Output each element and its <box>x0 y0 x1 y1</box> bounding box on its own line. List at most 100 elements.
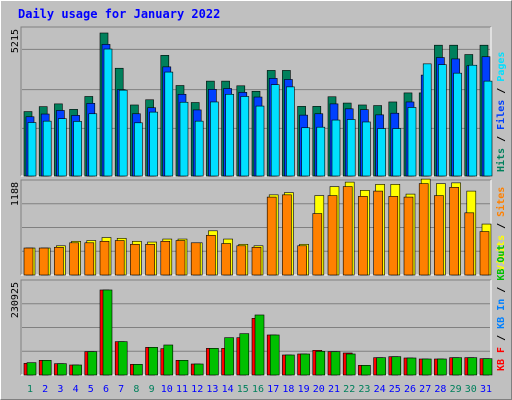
x-tick-label: 20 <box>313 384 325 395</box>
pages-bar <box>88 113 98 177</box>
sites-bar <box>418 183 429 276</box>
x-tick-label: 9 <box>149 384 155 395</box>
kb-out-bar <box>391 356 402 376</box>
kb-out-bar <box>102 289 113 376</box>
sites-bar <box>312 213 323 276</box>
kb-out-bar <box>452 357 462 376</box>
x-tick-label: 8 <box>133 384 139 395</box>
pages-bar <box>438 64 447 177</box>
sites-bar <box>99 240 110 276</box>
pages-bar <box>362 121 371 177</box>
kb-out-bar <box>254 314 265 376</box>
pages-bar <box>103 48 113 177</box>
kb-out-bar <box>437 358 447 376</box>
kb-out-bar <box>117 341 128 376</box>
chart-title: Daily usage for January 2022 <box>18 7 221 21</box>
sites-bar <box>69 242 79 276</box>
sites-bar <box>282 194 292 276</box>
kb-out-bar <box>345 353 356 376</box>
sites-bar <box>236 245 247 276</box>
pages-bar <box>210 101 219 177</box>
kb-out-bar <box>133 364 143 376</box>
pages-bar <box>377 128 386 177</box>
sites-bar <box>221 243 231 276</box>
sites-bar <box>388 196 399 276</box>
sites-bar <box>54 246 64 276</box>
pages-bar <box>392 128 402 177</box>
kb-out-bar <box>376 357 386 376</box>
legend-3: KB F / KB In / KB Out <box>496 245 507 371</box>
x-tick-label: 6 <box>103 384 109 395</box>
pages-bar <box>225 93 234 177</box>
sites-bar <box>342 186 353 276</box>
legend-text: KB F / KB In / KB Out <box>496 245 507 371</box>
x-tick-label: 17 <box>267 384 279 395</box>
sites-bar <box>38 247 49 276</box>
kb-out-bar <box>163 344 174 376</box>
x-tick-label: 12 <box>191 384 203 395</box>
pages-bar <box>42 120 52 177</box>
kb-out-bar <box>421 358 432 376</box>
pages-bar <box>240 96 250 177</box>
legend-label: Sites <box>495 187 507 217</box>
kb-out-bar <box>361 365 371 376</box>
kb-out-bar <box>269 334 280 376</box>
x-tick-label: 4 <box>73 384 79 395</box>
legend-label: Hits <box>495 148 507 172</box>
pages-bar <box>255 105 265 177</box>
x-tick-label: 23 <box>358 384 370 395</box>
x-tick-label: 10 <box>161 384 173 395</box>
x-tick-label: 30 <box>465 384 477 395</box>
kb-out-bar <box>209 348 219 376</box>
x-tick-label: 25 <box>389 384 401 395</box>
kb-out-bar <box>406 357 417 376</box>
sites-bar <box>449 187 459 276</box>
x-tick-label: 13 <box>206 384 218 395</box>
kb-out-bar <box>148 347 158 376</box>
legend-label: / <box>496 281 507 299</box>
kb-out-bar <box>193 363 204 376</box>
x-tick-label: 26 <box>404 384 416 395</box>
kb-out-bar <box>467 357 478 376</box>
kb-out-bar <box>41 360 52 376</box>
x-tick-label: 22 <box>343 384 355 395</box>
x-tick-label: 7 <box>118 384 124 395</box>
x-tick-label: 28 <box>434 384 446 395</box>
pages-bar <box>286 86 295 177</box>
y-max-label: 230925 <box>10 282 21 318</box>
pages-bar <box>164 71 174 177</box>
sites-bar <box>145 243 155 276</box>
sites-bar <box>327 195 338 276</box>
sites-bar <box>84 242 95 276</box>
sites-bar <box>190 242 201 276</box>
kb-out-bar <box>315 351 326 376</box>
kb-out-bar <box>300 353 310 376</box>
sites-bar <box>23 247 34 276</box>
kb-out-bar <box>178 360 189 376</box>
x-tick-label: 19 <box>298 384 310 395</box>
sites-bar <box>464 212 475 276</box>
x-tick-label: 27 <box>419 384 431 395</box>
pages-bar <box>73 121 82 177</box>
kb-out-bar <box>224 337 234 376</box>
x-tick-label: 31 <box>480 384 492 395</box>
legend-label: Files <box>495 100 507 130</box>
pages-bar <box>27 122 37 177</box>
y-max-label: 1188 <box>10 182 21 206</box>
y-max-label: 5215 <box>10 29 21 53</box>
sites-bar <box>114 240 125 276</box>
x-tick-label: 14 <box>222 384 234 395</box>
pages-bar <box>194 120 204 177</box>
sites-bar <box>358 196 368 276</box>
legend-label: Pages <box>496 52 507 82</box>
pages-bar <box>346 119 356 177</box>
sites-bar <box>266 196 277 276</box>
sites-bar <box>297 245 307 276</box>
kb-out-bar <box>57 363 67 376</box>
legend-label: KB Out <box>496 245 507 281</box>
plot-bevel-dark <box>20 26 491 176</box>
legend-text: Hits / Files / Pages <box>495 52 507 172</box>
kb-out-bar <box>87 351 98 376</box>
plot-bevel-dark <box>20 279 491 375</box>
